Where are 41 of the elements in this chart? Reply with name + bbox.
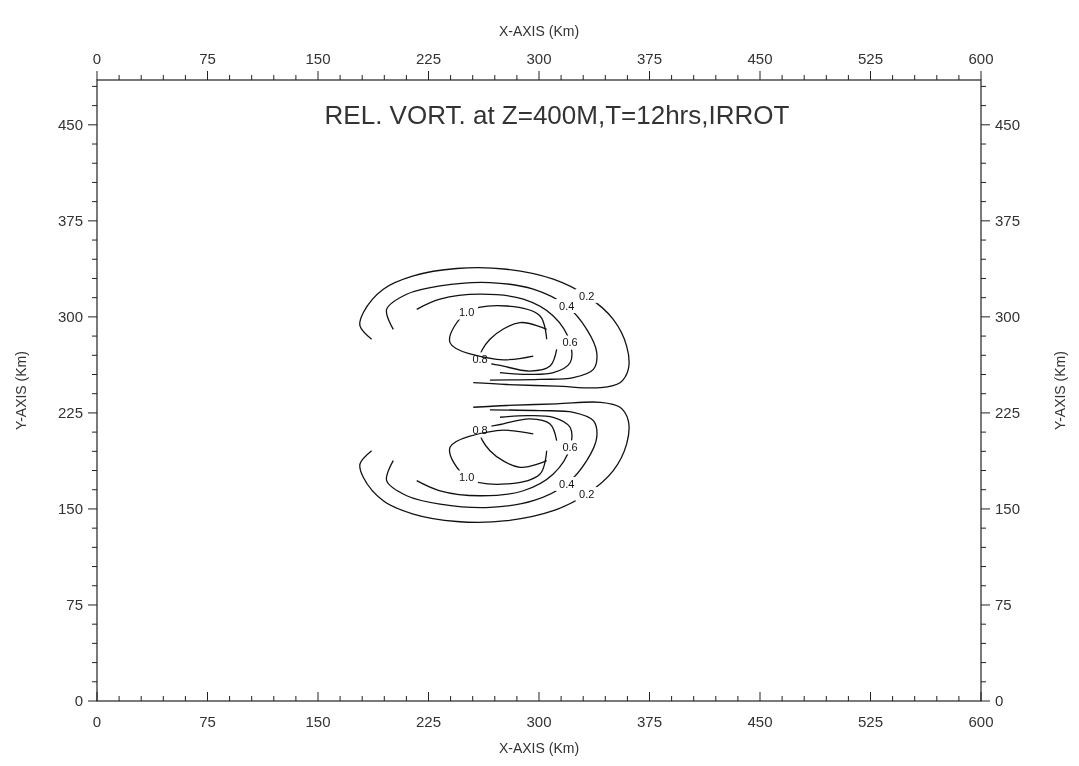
x2-tick-label: 300 <box>526 50 552 67</box>
x2-tick-label: 0 <box>92 50 102 67</box>
x-tick-label: 150 <box>305 713 331 730</box>
x2-tick-label: 450 <box>747 50 773 67</box>
y2-tick-label: 450 <box>995 116 1021 134</box>
x2-tick-label: 375 <box>636 50 663 67</box>
x-tick-label: 375 <box>636 713 663 730</box>
x2-tick-label: 150 <box>305 50 331 67</box>
x2-tick-label: 600 <box>968 50 994 67</box>
y2-tick-label: 375 <box>995 212 1021 230</box>
x-tick-label: 525 <box>857 713 884 730</box>
y2-tick-label: 150 <box>995 500 1021 518</box>
y-tick-label: 450 <box>57 116 83 134</box>
y-axis-title: Y-AXIS (Km) <box>13 351 29 430</box>
y2-tick-label: 75 <box>995 596 1012 614</box>
y-tick-label: 75 <box>66 596 83 614</box>
line-series <box>385 409 598 509</box>
line-series <box>359 267 630 389</box>
x-tick-label: 450 <box>747 713 773 730</box>
y2-axis-title: Y-AXIS (Km) <box>1052 351 1068 430</box>
y-tick-label: 375 <box>57 212 83 230</box>
y-tick-label: 225 <box>57 404 83 422</box>
y2-tick-label: 225 <box>995 404 1021 422</box>
y2-tick-label: 0 <box>995 692 1004 710</box>
x-axis-title: X-AXIS (Km) <box>498 740 580 756</box>
line-series <box>385 281 598 381</box>
y2-tick-label: 300 <box>995 308 1021 326</box>
y-tick-label: 300 <box>57 308 83 326</box>
line-series <box>359 401 630 523</box>
y-tick-label: 0 <box>74 692 83 710</box>
x-tick-label: 600 <box>968 713 994 730</box>
x2-tick-label: 525 <box>857 50 884 67</box>
x-tick-label: 225 <box>415 713 442 730</box>
x2-axis-title: X-AXIS (Km) <box>498 23 580 39</box>
x-tick-label: 300 <box>526 713 552 730</box>
x-tick-label: 0 <box>92 713 102 730</box>
x-tick-label: 75 <box>199 713 216 730</box>
text: REL. VORT. at Z=400M,T=12hrs,IRROT <box>324 100 790 130</box>
x2-tick-label: 75 <box>199 50 216 67</box>
x2-tick-label: 225 <box>415 50 442 67</box>
y-tick-label: 150 <box>57 500 83 518</box>
